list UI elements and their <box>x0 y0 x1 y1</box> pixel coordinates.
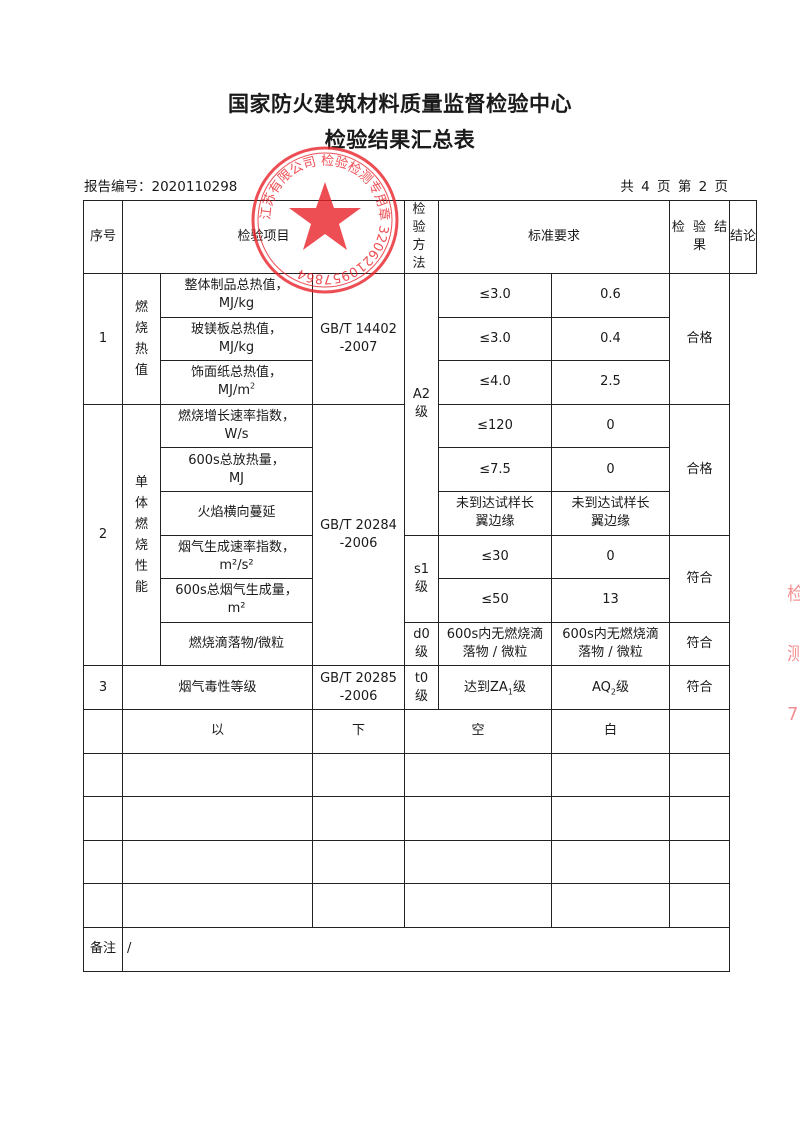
result: 600s内无燃烧滴落物 / 微粒 <box>551 621 670 667</box>
col-method: 检验方法 <box>404 200 439 274</box>
row-no: 1 <box>83 273 123 405</box>
col-no: 序号 <box>83 200 123 274</box>
item: 烟气生成速率指数， m²/s² <box>160 534 313 580</box>
svg-text:检: 检 <box>787 584 800 605</box>
conclusion: 符合 <box>669 665 730 710</box>
row-no: 2 <box>83 403 123 667</box>
result: AQ2级 <box>551 665 670 710</box>
conclusion: 合格 <box>669 273 730 405</box>
group-name: 燃烧热值 <box>122 273 161 405</box>
standard: 未到达试样长翼边缘 <box>438 490 552 536</box>
col-item: 检验项目 <box>122 200 405 274</box>
conclusion: 符合 <box>669 534 730 623</box>
table-row: 2 单体燃烧性能 燃烧增长速率指数， W/s GB/T 20284 -2006 ≤… <box>83 403 757 667</box>
document-subtitle: 检验结果汇总表 <box>324 128 476 152</box>
item: 饰面纸总热值， MJ/m2 <box>160 360 313 405</box>
col-result: 检 验 结 果 <box>669 200 730 274</box>
item: 火焰横向蔓延 <box>160 490 313 536</box>
header-row: 序号 检验项目 检验方法 标准要求 检 验 结 果 结论 <box>83 200 758 274</box>
col-standard: 标准要求 <box>438 200 670 274</box>
svg-text:测: 测 <box>787 644 800 665</box>
group-name: 单体燃烧性能 <box>122 403 161 667</box>
star-icon <box>289 182 361 250</box>
result: 0.6 <box>551 273 670 318</box>
item: 燃烧滴落物/微粒 <box>160 621 313 667</box>
row-no: 3 <box>83 665 123 710</box>
conclusion: 符合 <box>669 621 730 667</box>
results-table: 序号 检验项目 检验方法 标准要求 检 验 结 果 结论 1 燃烧热值 整体制品… <box>83 200 758 972</box>
empty-row <box>83 796 757 841</box>
result: 0 <box>551 447 670 492</box>
remarks-value: / <box>122 926 730 972</box>
result: 0 <box>551 403 670 449</box>
grade-a2: A2 级 <box>404 273 439 536</box>
result: 0.4 <box>551 316 670 362</box>
grade-s1: s1 级 <box>404 534 439 623</box>
table-row: 1 燃烧热值 整体制品总热值， MJ/kg GB/T 14402 -2007 A2… <box>83 273 757 536</box>
report-number: 报告编号：2020110298 <box>84 179 238 195</box>
conclusion: 合格 <box>669 403 730 536</box>
standard: 600s内无燃烧滴落物 / 微粒 <box>438 621 552 667</box>
table-row: 燃烧滴落物/微粒 d0 级 600s内无燃烧滴落物 / 微粒 600s内无燃烧滴… <box>84 621 757 667</box>
standard: ≤3.0 <box>438 273 552 318</box>
grade-d0: d0 级 <box>404 621 439 667</box>
result: 0 <box>551 534 670 580</box>
standard: 达到ZA1级 <box>438 665 552 710</box>
table-row: 烟气生成速率指数， m²/s² s1 级 ≤30 0 符合 <box>84 534 757 623</box>
empty-row <box>83 883 757 928</box>
partial-seal-mark: 检 测 7 <box>787 584 800 725</box>
method: GB/T 20284 -2006 <box>312 403 405 667</box>
standard: ≤50 <box>438 578 552 623</box>
blank-marker-row: 以 下 空 白 <box>83 708 757 754</box>
method: GB/T 20285 -2006 <box>312 665 405 710</box>
item: 烟气毒性等级 <box>122 665 313 710</box>
empty-row <box>83 752 757 798</box>
item: 玻镁板总热值， MJ/kg <box>160 316 313 362</box>
standard: ≤120 <box>438 403 552 449</box>
standard: ≤7.5 <box>438 447 552 492</box>
standard: ≤30 <box>438 534 552 580</box>
official-seal-stamp: 江苏有限公司 检验检测专用章 3206210957864 <box>251 146 399 294</box>
table-row: 3 烟气毒性等级 GB/T 20285 -2006 t0 级 达到ZA1级 AQ… <box>83 665 757 710</box>
item: 燃烧增长速率指数， W/s <box>160 403 313 449</box>
table-row: 600s总烟气生成量， m² ≤50 13 <box>84 578 757 623</box>
col-conclusion: 结论 <box>728 200 758 274</box>
item: 600s总放热量， MJ <box>160 447 313 492</box>
remarks-row: 备注 / <box>83 926 757 972</box>
grade-t0: t0 级 <box>404 665 439 710</box>
remarks-label: 备注 <box>83 926 123 972</box>
empty-row <box>83 839 757 885</box>
result: 未到达试样长翼边缘 <box>551 490 670 536</box>
result: 2.5 <box>551 360 670 405</box>
svg-text:7: 7 <box>787 704 798 725</box>
item: 600s总烟气生成量， m² <box>160 578 313 623</box>
page-info: 共 4 页 第 2 页 <box>620 179 728 195</box>
standard: ≤3.0 <box>438 316 552 362</box>
document-title: 国家防火建筑材料质量监督检验中心 <box>228 92 572 116</box>
result: 13 <box>551 578 670 623</box>
standard: ≤4.0 <box>438 360 552 405</box>
